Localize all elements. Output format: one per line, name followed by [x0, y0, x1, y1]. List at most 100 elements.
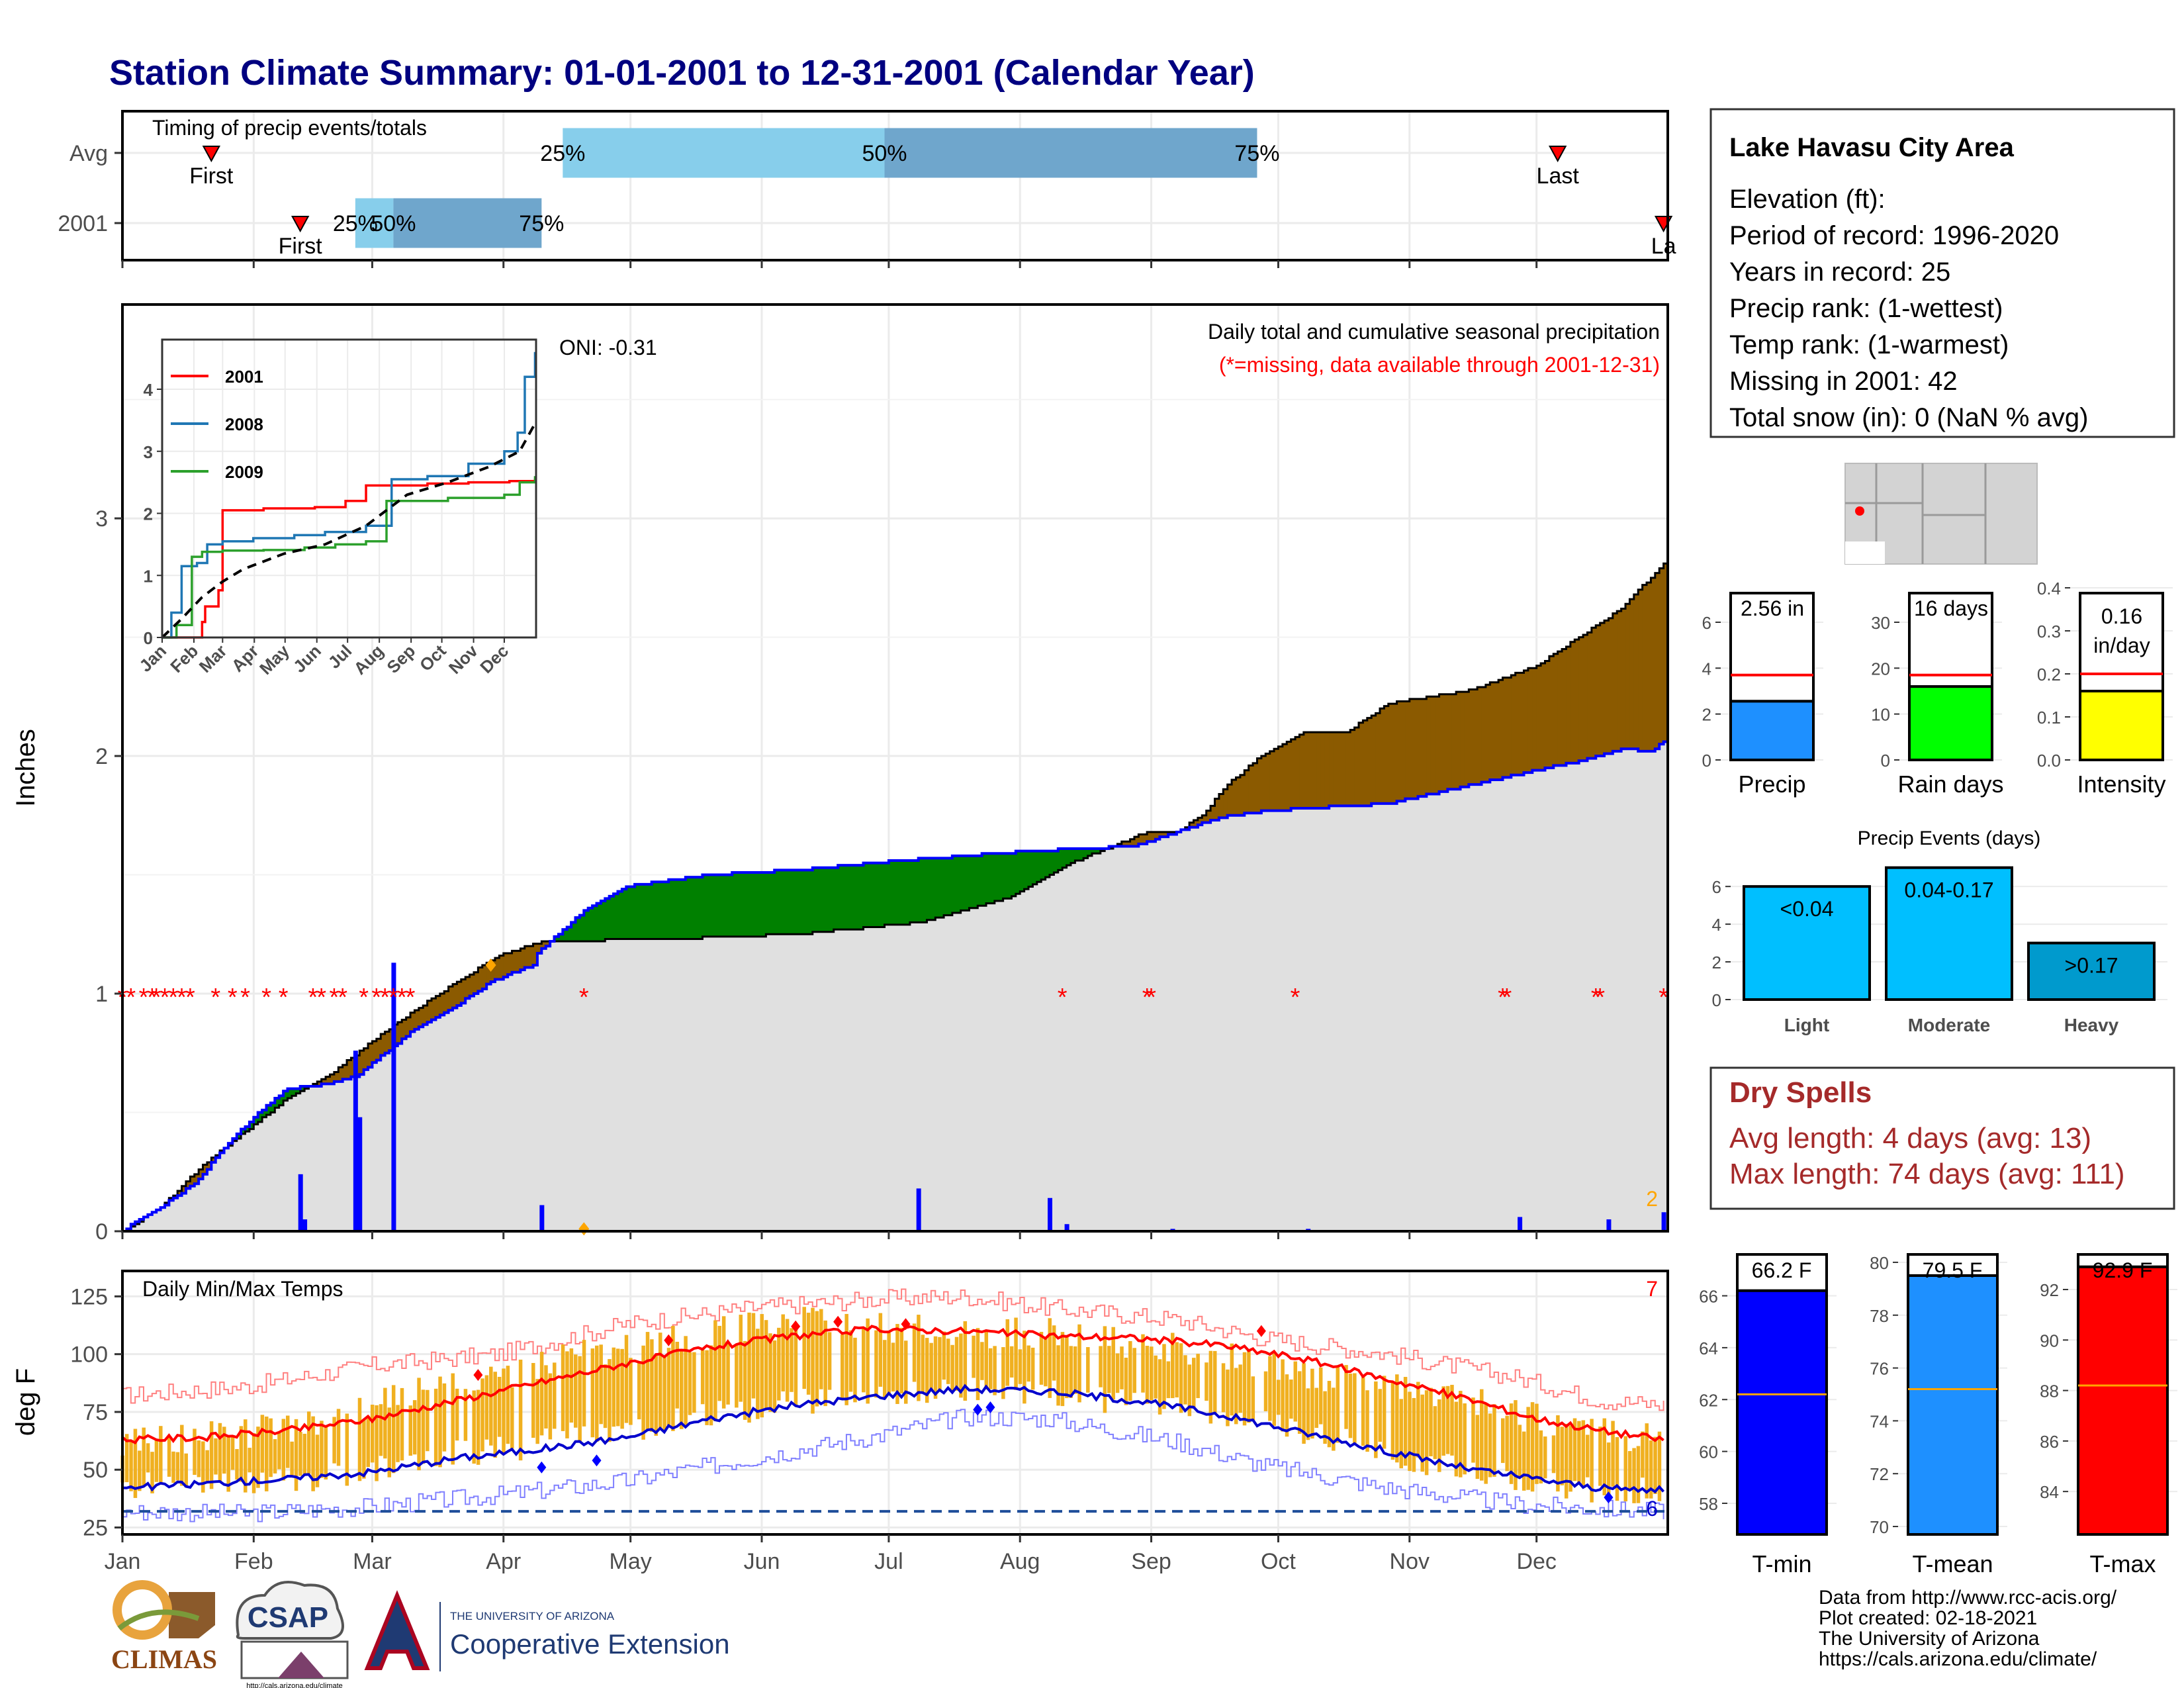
daily-temp-bar — [1039, 1332, 1044, 1385]
daily-temp-bar — [1327, 1381, 1332, 1448]
daily-temp-bar — [1086, 1347, 1090, 1393]
cumulative-base-fill — [1155, 839, 1160, 1231]
cumulative-diff-fill — [1557, 651, 1563, 766]
daily-temp-bar — [743, 1340, 747, 1420]
cumulative-base-fill — [1375, 803, 1381, 1231]
cumulative-diff-fill — [363, 1048, 369, 1070]
cumulative-diff-fill — [838, 865, 843, 930]
cumulative-base-fill — [605, 939, 610, 1231]
cumulative-diff-fill — [1338, 732, 1343, 806]
cumulative-diff-fill — [1583, 634, 1588, 761]
cumulative-diff-fill — [423, 1005, 428, 1025]
daily-temp-bar — [1390, 1381, 1395, 1460]
daily-temp-bar — [747, 1312, 751, 1423]
cumulative-base-fill — [1265, 810, 1271, 1231]
cumulative-base-fill — [1498, 779, 1504, 1231]
cumulative-diff-fill — [444, 991, 449, 1013]
cumulative-diff-fill — [1629, 599, 1635, 749]
cumulative-base-fill — [1062, 867, 1068, 1231]
daily-temp-bar — [1361, 1375, 1365, 1446]
daily-temp-bar — [751, 1313, 756, 1399]
cumulative-diff-fill — [279, 1096, 284, 1105]
cumulative-base-fill — [778, 934, 784, 1231]
summary-value-bar-Intensity — [2079, 690, 2164, 761]
cumulative-base-fill — [199, 1179, 204, 1231]
daily-temp-bar — [535, 1379, 539, 1444]
cumulative-diff-fill — [960, 855, 966, 911]
daily-temp-bar — [129, 1440, 133, 1491]
cumulative-diff-fill — [745, 872, 750, 937]
cumulative-base-fill — [1532, 770, 1537, 1231]
cumulative-diff-fill — [715, 874, 720, 937]
cumulative-base-fill — [435, 1017, 441, 1231]
quartile-25-50-bar — [563, 128, 885, 178]
cumulative-diff-fill — [694, 877, 699, 939]
cumulative-diff-fill — [914, 861, 919, 923]
cumulative-base-fill — [1240, 815, 1245, 1231]
daily-temp-bar — [1471, 1397, 1475, 1463]
cumulative-base-fill — [664, 939, 669, 1231]
cumulative-diff-fill — [876, 863, 881, 927]
cumulative-base-fill — [1303, 808, 1308, 1231]
cumulative-base-fill — [1604, 753, 1610, 1231]
cumulative-diff-fill — [1375, 713, 1381, 804]
daily-temp-bar — [175, 1452, 180, 1481]
cumulative-diff-fill — [1062, 849, 1068, 868]
daily-temp-bar — [412, 1400, 417, 1455]
q25-label: 25% — [333, 211, 378, 236]
daily-temp-bar — [874, 1330, 878, 1398]
daily-temp-bar — [802, 1307, 806, 1389]
cumulative-base-fill — [385, 1053, 390, 1231]
daily-temp-bar — [433, 1388, 438, 1466]
cumulative-diff-fill — [1138, 834, 1144, 844]
cumulative-base-fill — [1578, 761, 1584, 1231]
daily-temp-bar — [311, 1416, 315, 1491]
missing-day-marker: * — [1591, 984, 1601, 1011]
daily-temp-bar — [1602, 1418, 1607, 1495]
cumulative-diff-fill — [727, 874, 733, 937]
missing-day-marker: * — [329, 984, 339, 1011]
station-info-line: Missing in 2001: 42 — [1729, 367, 1958, 396]
cumulative-base-fill — [978, 906, 983, 1231]
record-temp-marker — [791, 1320, 801, 1333]
summary-y-tick-label: 58 — [1699, 1494, 1718, 1514]
cumulative-base-fill — [694, 939, 699, 1231]
cumulative-base-fill — [1621, 749, 1626, 1231]
daily-temp-bar — [717, 1325, 722, 1401]
intensity-value: 0.16 — [2101, 604, 2142, 628]
cumulative-base-fill — [1050, 874, 1054, 1231]
inset-cumulative-panel: 20012008200901234JanFebMarAprMayJunJulAu… — [135, 338, 537, 679]
daily-temp-bar — [1543, 1436, 1547, 1479]
daily-temp-bar — [1585, 1434, 1590, 1477]
daily-temp-bar — [1353, 1373, 1357, 1444]
cumulative-diff-fill — [1524, 670, 1529, 773]
cumulative-diff-fill — [1316, 732, 1322, 809]
cumulative-diff-fill — [1066, 849, 1071, 866]
daily-temp-bar — [578, 1356, 582, 1442]
cumulative-base-fill — [796, 934, 801, 1231]
cumulative-diff-fill — [584, 910, 589, 942]
daily-temp-bar — [1052, 1325, 1056, 1381]
cumulative-base-fill — [334, 1081, 339, 1231]
missing-day-marker: * — [1659, 984, 1668, 1011]
cumulative-base-fill — [291, 1096, 296, 1231]
ua-logo-big-text: Cooperative Extension — [450, 1628, 730, 1660]
cumulative-diff-fill — [1562, 649, 1567, 766]
summary-y-tick-label: 0 — [1702, 751, 1711, 771]
cumulative-base-fill — [935, 917, 940, 1231]
daily-temp-bar — [1247, 1350, 1251, 1423]
daily-temp-bar — [1099, 1346, 1103, 1387]
cumulative-base-fill — [1291, 808, 1296, 1231]
daily-temp-bar — [1590, 1419, 1594, 1503]
cumulative-diff-fill — [558, 934, 563, 942]
daily-temp-bar — [1437, 1399, 1441, 1472]
daily-temp-bar — [654, 1354, 659, 1436]
daily-temp-bar — [819, 1309, 823, 1389]
daily-temp-bar — [565, 1351, 569, 1438]
cumulative-base-fill — [1400, 801, 1406, 1231]
cumulative-base-fill — [406, 1036, 411, 1231]
missing-day-marker: * — [152, 984, 161, 1011]
daily-temp-bar — [1441, 1386, 1445, 1456]
daily-temp-bar — [1154, 1355, 1158, 1399]
daily-temp-bar — [1572, 1418, 1577, 1481]
